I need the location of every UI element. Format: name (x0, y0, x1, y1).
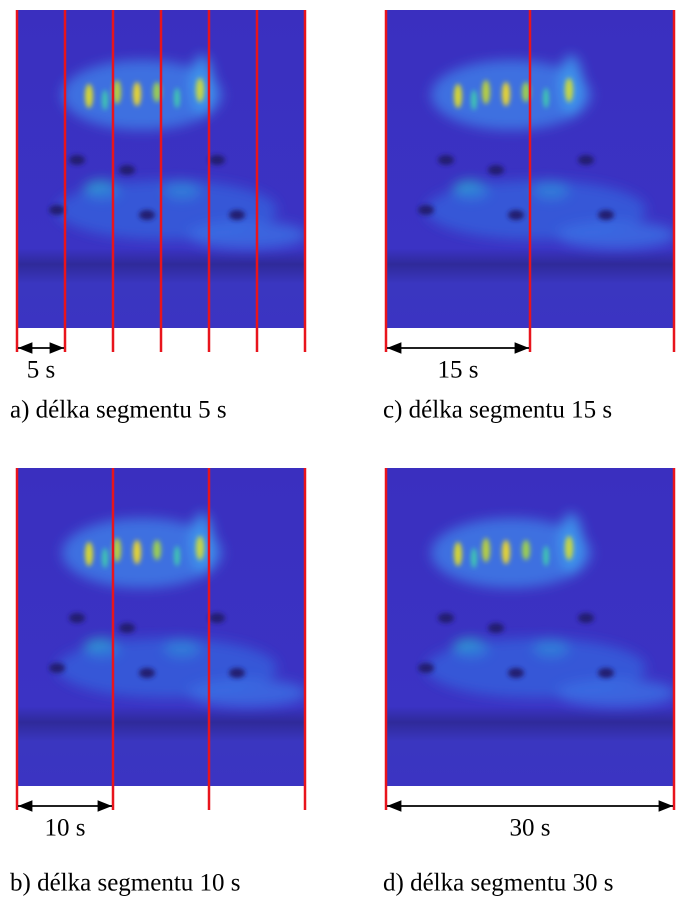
segment-label: 5 s (27, 357, 55, 384)
segment-label: 10 s (45, 815, 86, 842)
segment-label: 30 s (510, 815, 551, 842)
segment-label: 15 s (438, 357, 479, 384)
caption: b) délka segmentu 10 s (10, 870, 241, 897)
scalogram (386, 468, 676, 786)
panel: 30 s d) délka segmentu 30 s (383, 468, 676, 897)
caption: a) délka segmentu 5 s (10, 397, 227, 424)
panel: 5 s a) délka segmentu 5 s (10, 10, 307, 424)
panel: 10 s b) délka segmentu 10 s (10, 468, 307, 897)
panel: 15 s c) délka segmentu 15 s (383, 10, 676, 424)
caption: c) délka segmentu 15 s (383, 397, 612, 424)
caption: d) délka segmentu 30 s (383, 870, 614, 897)
scalogram (17, 468, 307, 786)
